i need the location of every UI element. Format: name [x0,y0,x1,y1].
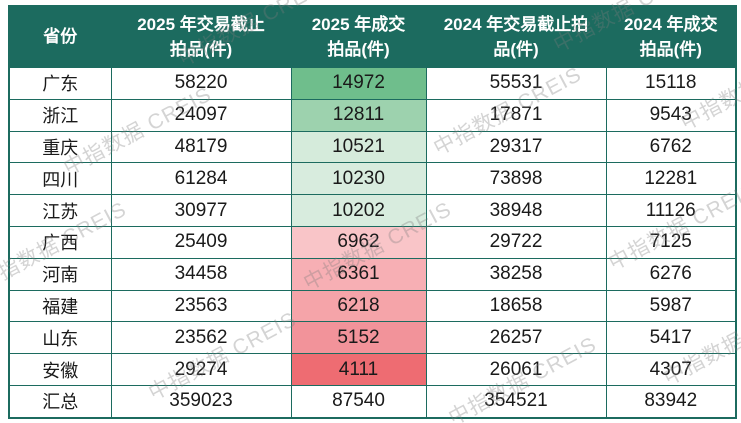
header-label-line2: 品(件) [493,40,539,59]
cell-2025-listed: 34458 [110,257,292,291]
cell-2025-listed: 24097 [110,98,292,132]
table-row: 江苏 30977 10202 38948 11126 [8,194,737,227]
header-label-line1: 2024 年成交 [623,14,718,34]
cell-province-total: 汇总 [8,384,112,419]
cell-2025-sold: 87540 [290,384,427,419]
table-row: 安徽 29274 4111 26061 4307 [8,353,737,386]
header-label-line2: 拍品(件) [169,40,233,59]
table-body: 广东 58220 14972 55531 15118 浙江 24097 1281… [8,67,737,419]
cell-2025-sold: 4111 [290,353,427,386]
table-row: 广西 25409 6962 29722 7125 [8,225,737,259]
table-row: 山东 23562 5152 26257 5417 [8,321,737,355]
cell-2025-sold: 10521 [290,130,427,164]
cell-2025-sold: 10230 [290,162,427,196]
cell-2025-listed: 359023 [110,384,292,419]
table-header: 省份 2025 年交易截止 拍品(件) 2025 年成交 拍品(件) 2024 … [8,5,737,68]
cell-2024-sold: 5987 [605,289,737,323]
header-2025-sold: 2025 年成交 拍品(件) [290,5,427,68]
header-2024-listed: 2024 年交易截止拍 品(件) [425,5,607,68]
cell-2024-listed: 38948 [425,194,607,227]
header-label-line1: 2025 年交易截止 [137,14,265,34]
cell-2024-sold: 11126 [605,194,737,227]
province-auction-table: 省份 2025 年交易截止 拍品(件) 2025 年成交 拍品(件) 2024 … [8,5,737,419]
cell-2025-sold: 6962 [290,225,427,259]
table-row: 浙江 24097 12811 17871 9543 [8,98,737,132]
cell-2024-sold: 15118 [605,67,737,100]
cell-province: 广东 [8,67,112,100]
header-row: 省份 2025 年交易截止 拍品(件) 2025 年成交 拍品(件) 2024 … [8,5,737,68]
cell-2024-sold: 12281 [605,162,737,196]
cell-2025-listed: 48179 [110,130,292,164]
cell-2024-listed: 17871 [425,98,607,132]
cell-2024-sold: 6276 [605,257,737,291]
cell-2024-sold: 9543 [605,98,737,132]
cell-2024-sold: 6762 [605,130,737,164]
cell-2024-sold: 83942 [605,384,737,419]
cell-province: 福建 [8,289,112,323]
cell-2025-sold: 6361 [290,257,427,291]
header-province: 省份 [8,5,112,68]
cell-2025-sold: 14972 [290,67,427,100]
cell-province: 江苏 [8,194,112,227]
cell-2025-sold: 5152 [290,321,427,355]
cell-2024-listed: 26061 [425,353,607,386]
header-2025-listed: 2025 年交易截止 拍品(件) [110,5,292,68]
cell-2024-listed: 354521 [425,384,607,419]
cell-2024-sold: 5417 [605,321,737,355]
cell-2025-sold: 6218 [290,289,427,323]
table-row: 河南 34458 6361 38258 6276 [8,257,737,291]
cell-2024-sold: 7125 [605,225,737,259]
cell-2024-listed: 26257 [425,321,607,355]
table-row: 广东 58220 14972 55531 15118 [8,67,737,100]
cell-2024-listed: 18658 [425,289,607,323]
cell-2025-listed: 58220 [110,67,292,100]
cell-2025-sold: 12811 [290,98,427,132]
cell-province: 四川 [8,162,112,196]
cell-2024-listed: 73898 [425,162,607,196]
cell-province: 安徽 [8,353,112,386]
header-label-line2: 拍品(件) [327,40,390,59]
cell-2024-sold: 4307 [605,353,737,386]
header-label: 省份 [43,27,78,47]
cell-2024-listed: 29722 [425,225,607,259]
header-label-line1: 2025 年成交 [311,14,406,34]
table-row: 重庆 48179 10521 29317 6762 [8,130,737,164]
cell-2025-listed: 25409 [110,225,292,259]
cell-2025-listed: 23562 [110,321,292,355]
cell-2025-listed: 29274 [110,353,292,386]
cell-2025-listed: 23563 [110,289,292,323]
cell-province: 广西 [8,225,112,259]
header-2024-sold: 2024 年成交 拍品(件) [605,5,737,68]
header-label-line1: 2024 年交易截止拍 [443,14,589,34]
header-label-line2: 拍品(件) [639,40,702,59]
cell-2024-listed: 29317 [425,130,607,164]
cell-province: 重庆 [8,130,112,164]
table-row: 四川 61284 10230 73898 12281 [8,162,737,196]
cell-2025-listed: 30977 [110,194,292,227]
cell-2024-listed: 55531 [425,67,607,100]
table-row-total: 汇总 359023 87540 354521 83942 [8,384,737,419]
table-row: 福建 23563 6218 18658 5987 [8,289,737,323]
cell-province: 浙江 [8,98,112,132]
cell-province: 山东 [8,321,112,355]
cell-province: 河南 [8,257,112,291]
cell-2024-listed: 38258 [425,257,607,291]
cell-2025-listed: 61284 [110,162,292,196]
cell-2025-sold: 10202 [290,194,427,227]
